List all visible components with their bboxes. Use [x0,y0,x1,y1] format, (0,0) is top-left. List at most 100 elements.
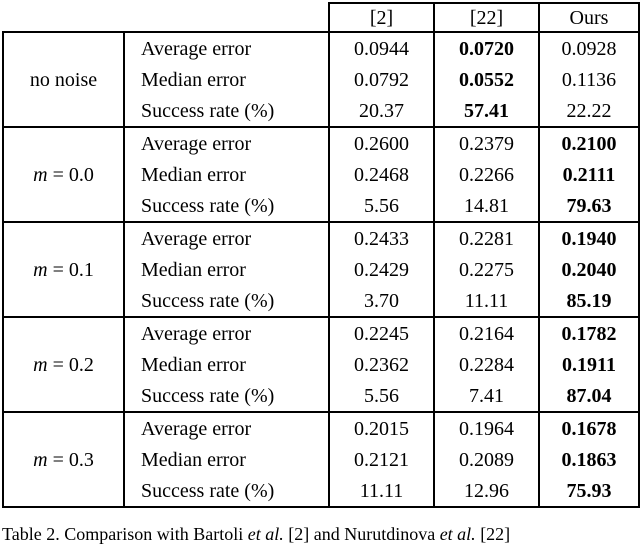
value-cell: 11.11 [433,285,539,317]
caption-etal: et al. [439,524,476,544]
group-label-m01: m = 0.1 [2,221,124,317]
group-label-text: = 0.2 [47,353,94,376]
caption-text: Table 2. Comparison with Bartoli [2,524,248,544]
value-cell: 0.2468 [328,159,434,190]
table-caption: Table 2. Comparison with Bartoli et al. … [2,523,638,545]
group-label-m02: m = 0.2 [2,316,124,412]
value-cell: 0.0792 [328,64,434,95]
metric-label: Average error [123,221,329,254]
value-cell: 0.2100 [538,126,640,159]
value-cell: 11.11 [328,475,434,508]
caption-etal: et al. [247,524,284,544]
metric-label: Median error [123,444,329,475]
caption-text: [22] [475,524,511,544]
value-cell: 0.1863 [538,444,640,475]
value-cell: 0.2266 [433,159,539,190]
value-cell: 0.2362 [328,349,434,380]
results-table: [2] [22] Ours no noise Average error 0.0… [2,2,640,508]
value-cell: 87.04 [538,380,640,412]
value-cell: 5.56 [328,190,434,222]
value-cell: 0.2429 [328,254,434,285]
table-row: Success rate (%) 3.70 11.11 85.19 [3,285,640,317]
value-cell: 0.2040 [538,254,640,285]
metric-label: Median error [123,64,329,95]
group-label-text: no noise [29,68,98,91]
group-label-var: m [33,353,48,376]
value-cell: 5.56 [328,380,434,412]
value-cell: 0.2275 [433,254,539,285]
value-cell: 22.22 [538,95,640,127]
value-cell: 0.0552 [433,64,539,95]
value-cell: 57.41 [433,95,539,127]
table-row: no noise Average error 0.0944 0.0720 0.0… [2,31,640,127]
metric-label: Average error [123,31,329,64]
header-empty-group [3,3,124,32]
metric-label: Median error [123,159,329,190]
value-cell: 0.1964 [433,411,539,444]
table-row: Median error 0.2362 0.2284 0.1911 [3,349,640,380]
value-cell: 14.81 [433,190,539,222]
group-label-no-noise: no noise [2,31,124,127]
table-row: Success rate (%) 5.56 7.41 87.04 [3,380,640,412]
table-row: Median error 0.2468 0.2266 0.2111 [3,159,640,190]
value-cell: 0.2111 [538,159,640,190]
metric-label: Median error [123,349,329,380]
metric-label: Average error [123,316,329,349]
metric-label: Success rate (%) [123,285,329,317]
value-cell: 85.19 [538,285,640,317]
metric-label: Average error [123,411,329,444]
table-row: Success rate (%) 11.11 12.96 75.93 [3,475,640,508]
col-header-ref22: [22] [433,2,539,32]
value-cell: 0.2600 [328,126,434,159]
value-cell: 75.93 [538,475,640,508]
group-label-var: m [33,258,48,281]
table-row: Success rate (%) 20.37 57.41 22.22 [3,95,640,127]
group-label-var: m [33,163,48,186]
metric-label: Success rate (%) [123,380,329,412]
value-cell: 0.2089 [433,444,539,475]
value-cell: 0.1940 [538,221,640,254]
value-cell: 0.2433 [328,221,434,254]
group-label-m00: m = 0.0 [2,126,124,222]
header-empty-metric [124,3,329,32]
value-cell: 0.1911 [538,349,640,380]
col-header-ours: Ours [538,2,640,32]
value-cell: 20.37 [328,95,434,127]
caption-text: [2] and Nurutdinova [283,524,440,544]
table-row: m = 0.3 Average error 0.2015 0.1964 0.16… [2,411,640,508]
group-label-text: = 0.1 [47,258,94,281]
metric-label: Success rate (%) [123,95,329,127]
group-label-text: = 0.3 [47,448,94,471]
value-cell: 0.1136 [538,64,640,95]
metric-label: Median error [123,254,329,285]
header-row: [2] [22] Ours [3,2,640,32]
value-cell: 0.0944 [328,31,434,64]
group-label-m03: m = 0.3 [2,411,124,508]
value-cell: 3.70 [328,285,434,317]
table-row: m = 0.1 Average error 0.2433 0.2281 0.19… [2,221,640,317]
col-header-ref2: [2] [328,2,434,32]
value-cell: 0.2121 [328,444,434,475]
table-row: Success rate (%) 5.56 14.81 79.63 [3,190,640,222]
value-cell: 79.63 [538,190,640,222]
value-cell: 0.2015 [328,411,434,444]
group-label-text: = 0.0 [47,163,94,186]
value-cell: 0.2245 [328,316,434,349]
table-row: Median error 0.2429 0.2275 0.2040 [3,254,640,285]
table-row: m = 0.2 Average error 0.2245 0.2164 0.17… [2,316,640,412]
metric-label: Success rate (%) [123,190,329,222]
value-cell: 12.96 [433,475,539,508]
table-row: m = 0.0 Average error 0.2600 0.2379 0.21… [2,126,640,222]
table-row: Median error 0.2121 0.2089 0.1863 [3,444,640,475]
value-cell: 0.2281 [433,221,539,254]
value-cell: 0.1678 [538,411,640,444]
table-row: Median error 0.0792 0.0552 0.1136 [3,64,640,95]
value-cell: 7.41 [433,380,539,412]
value-cell: 0.0720 [433,31,539,64]
metric-label: Success rate (%) [123,475,329,508]
value-cell: 0.0928 [538,31,640,64]
value-cell: 0.2164 [433,316,539,349]
metric-label: Average error [123,126,329,159]
value-cell: 0.2284 [433,349,539,380]
group-label-var: m [33,448,48,471]
